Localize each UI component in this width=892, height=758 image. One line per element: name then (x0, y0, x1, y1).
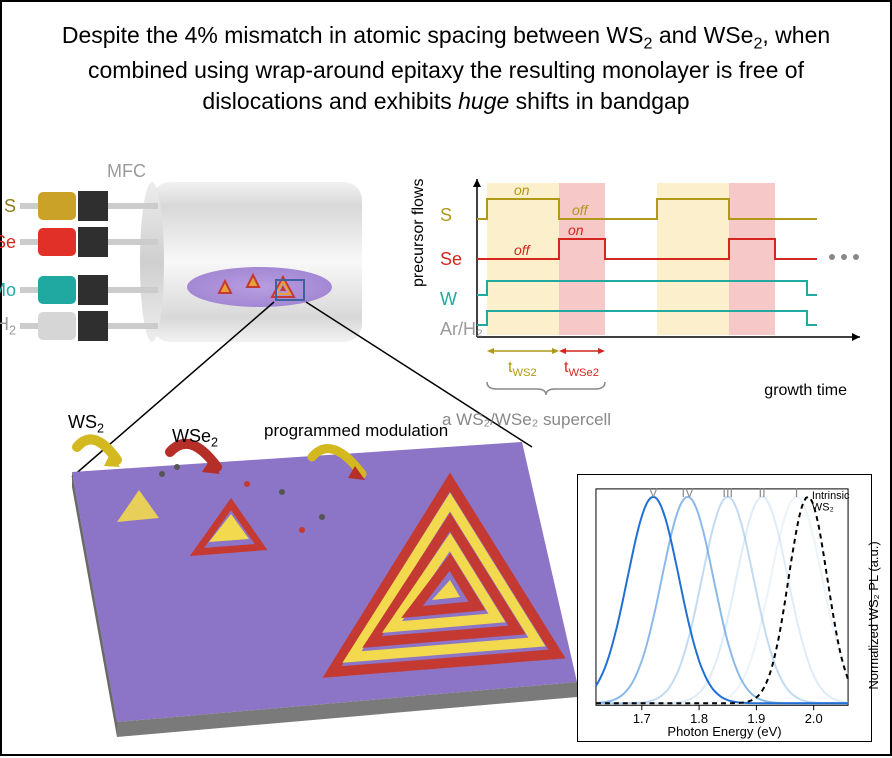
pl-x-label: Photon Energy (eV) (667, 724, 781, 739)
wse2-label: WSe2 (172, 426, 218, 450)
timing-diagram: precursor flows on off on off (422, 177, 877, 402)
svg-text:III: III (722, 485, 733, 500)
zoom-rect (275, 279, 305, 301)
svg-text:on: on (514, 182, 530, 198)
reactor-chamber (152, 182, 362, 342)
title-part-b: and WSe (659, 22, 754, 48)
t-ws2-label: tWS2 (508, 359, 537, 379)
svg-text:I: I (795, 485, 799, 500)
ws2-label: WS2 (68, 412, 104, 436)
signal-label-Ar/H₂: Ar/H₂ (440, 319, 483, 340)
signal-label-W: W (440, 289, 457, 310)
title-emph: huge (458, 88, 509, 114)
title-text: Despite the 4% mismatch in atomic spacin… (2, 2, 890, 127)
mfc-label: MFC (107, 161, 146, 182)
svg-text:off: off (514, 242, 532, 258)
wafer (187, 267, 332, 307)
svg-text:2.0: 2.0 (805, 711, 823, 726)
title-part-d: shifts in bandgap (509, 88, 689, 114)
inlet-w/mo: W/Mo (20, 275, 158, 305)
inlet-s: S (20, 191, 158, 221)
svg-text:off: off (572, 202, 590, 218)
sub2-1: 2 (643, 35, 652, 53)
reactor-diagram: MFC S Se W/Mo Ar/H2 (12, 177, 382, 377)
modulation-label: programmed modulation (264, 422, 448, 441)
timing-y-axis: precursor flows (410, 179, 428, 287)
substrate-diagram: WS2 WSe2 programmed modulation (22, 412, 612, 742)
inlet-se: Se (20, 227, 158, 257)
timing-x-axis: growth time (764, 382, 847, 400)
svg-text:Intrinsic: Intrinsic (812, 490, 850, 502)
svg-text:1.7: 1.7 (633, 711, 651, 726)
pl-y-label: Normalized WS₂ PL (a.u.) (866, 541, 881, 689)
svg-text:V: V (649, 485, 658, 500)
pl-spectrum-chart: VIVIIIIIIIntrinsicWS₂1.71.81.92.0 Photon… (577, 474, 872, 742)
inlet-ar/h: Ar/H2 (20, 311, 158, 341)
signal-label-S: S (440, 205, 452, 226)
t-wse2-label: tWSe2 (564, 359, 599, 379)
signal-label-Se: Se (440, 249, 462, 270)
svg-text:WS₂: WS₂ (812, 502, 834, 514)
title-part-a: Despite the 4% mismatch in atomic spacin… (62, 22, 644, 48)
svg-text:IV: IV (682, 485, 695, 500)
svg-text:II: II (759, 485, 766, 500)
svg-text:on: on (568, 222, 584, 238)
